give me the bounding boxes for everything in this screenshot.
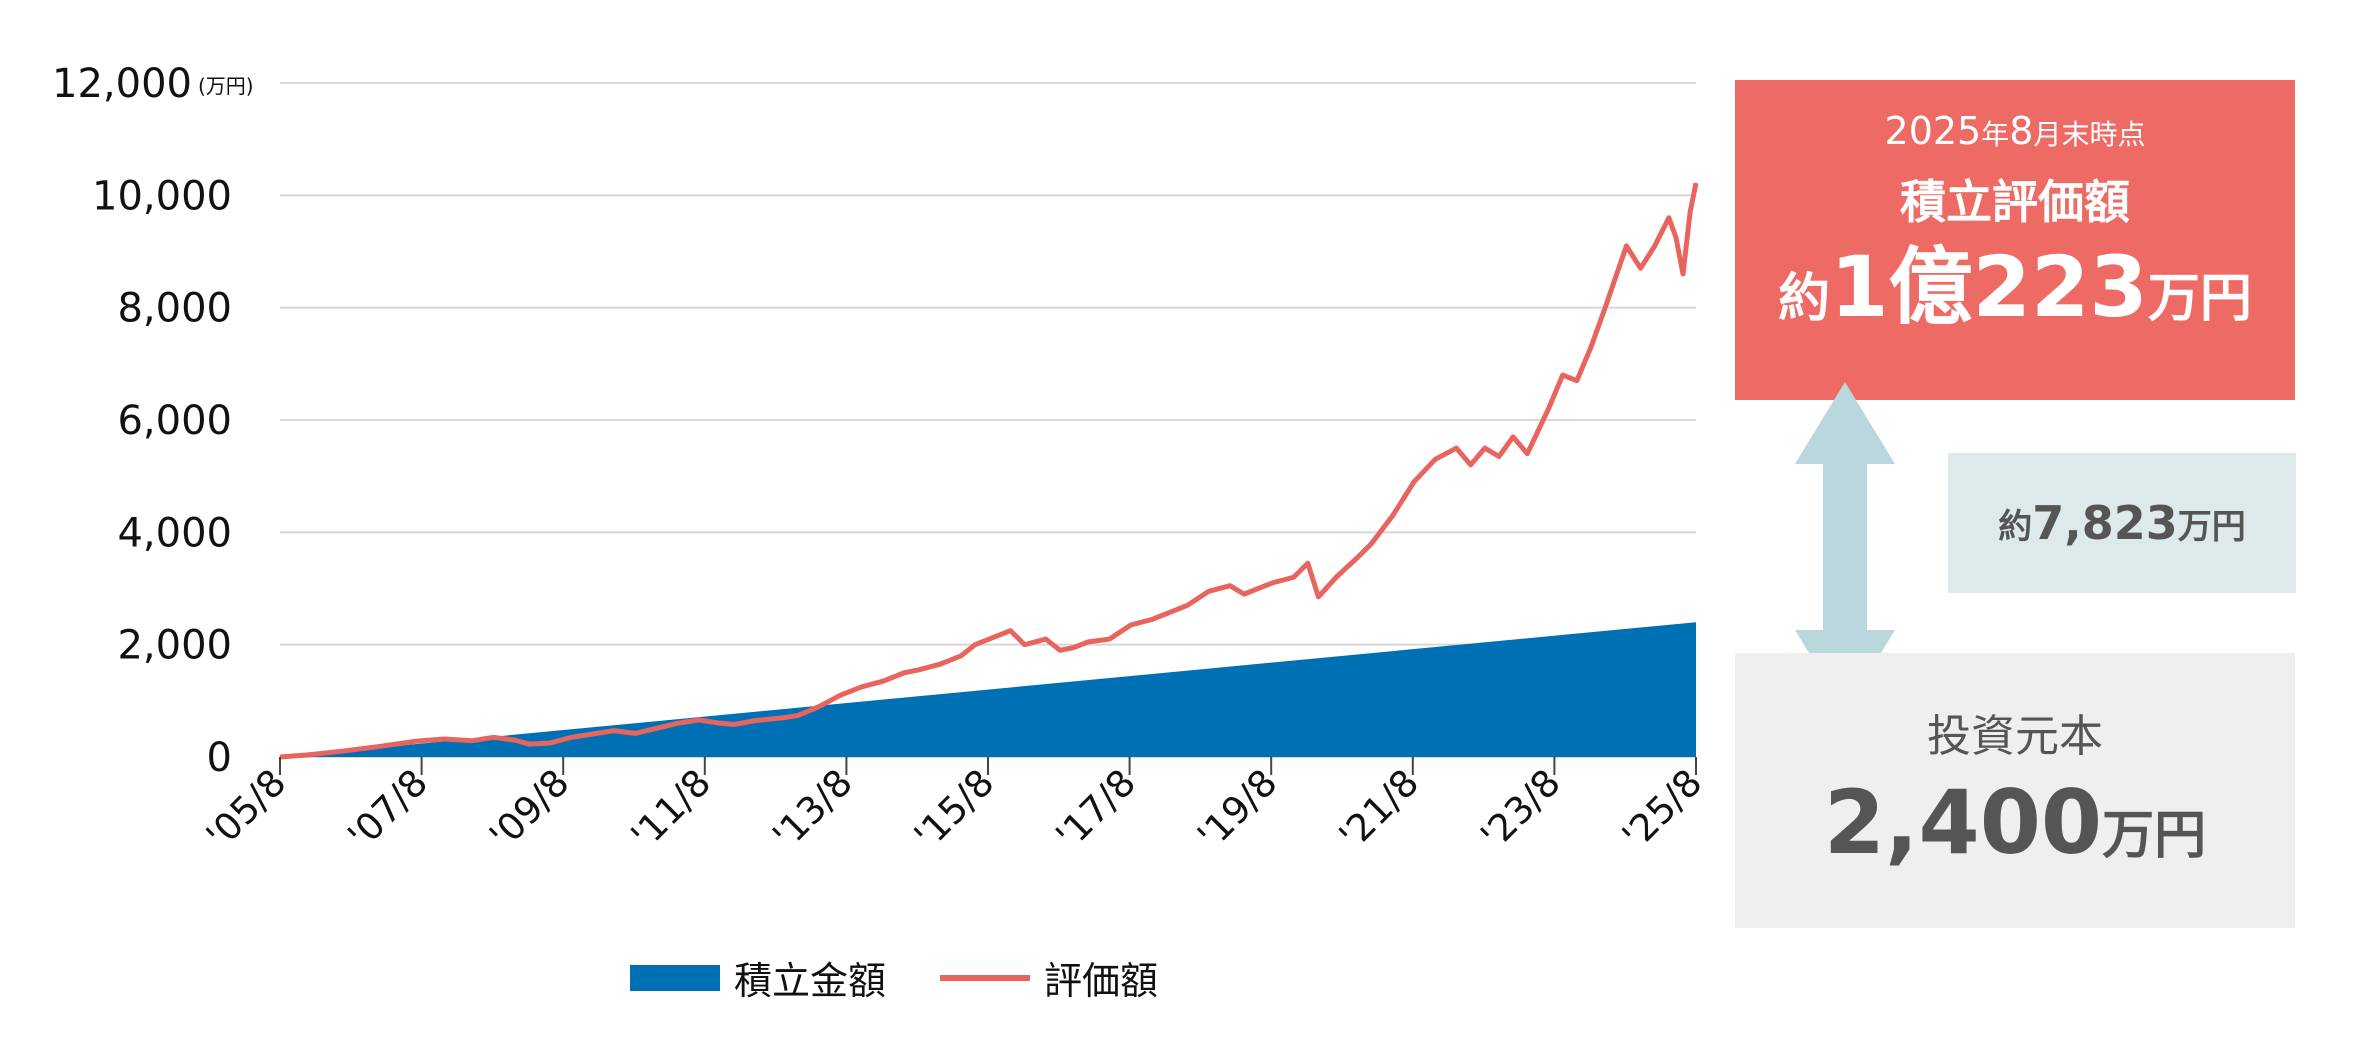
y-axis-ticks: 0 2,000 4,000 6,000 8,000 10,000 12,000 [52,61,232,781]
x-axis-ticks: '05/8'07/8'09/8'11/8'13/8'15/8'17/8'19/8… [198,757,1710,857]
y-tick-label: 8,000 [117,286,232,332]
x-tick-label: '11/8 [623,761,719,857]
principal-box: 投資元本 2,400万円 [1735,653,2295,928]
x-tick-label: '09/8 [481,761,577,857]
x-tick-label: '15/8 [906,761,1002,857]
y-tick-label: 0 [207,735,232,781]
x-tick-label: '07/8 [340,761,436,857]
legend: 積立金額 評価額 [630,950,1158,1005]
y-tick-label: 6,000 [117,398,232,444]
difference-box: 約 7,823 万円 [1948,453,2296,593]
series-line-hyoka [279,182,1699,760]
legend-line-label: 評価額 [1044,959,1159,1003]
y-tick-label: 10,000 [92,173,232,219]
valuation-title: 積立評価額 [1900,175,2130,229]
chart-svg: 0 2,000 4,000 6,000 8,000 10,000 12,000 (万円) '… [52,61,1710,857]
x-tick-label: '25/8 [1614,761,1710,857]
series-area-tsumitate [280,622,1696,757]
as-of-date: 2025年8月末時点 [1884,109,2146,153]
y-axis-unit: (万円) [198,74,254,98]
double-arrow-icon [1795,382,1895,712]
valuation-amount: 約1億223万円 [1778,238,2252,336]
principal-title: 投資元本 [1927,711,2103,762]
x-tick-label: '23/8 [1472,761,1568,857]
principal-amount: 2,400万円 [1823,771,2207,874]
y-tick-label: 4,000 [117,510,232,556]
x-tick-label: '19/8 [1189,761,1285,857]
legend-area-swatch [630,964,720,991]
valuation-summary-box: 2025年8月末時点 積立評価額 約1億223万円 [1735,80,2295,400]
legend-area-label: 積立金額 [734,959,887,1003]
y-tick-label: 12,000 [52,61,192,107]
y-tick-label: 2,000 [117,623,232,669]
legend-line-swatch [940,974,1031,981]
x-tick-label: '13/8 [764,761,860,857]
grid-lines [280,82,1696,758]
x-tick-label: '17/8 [1048,761,1144,857]
x-tick-label: '21/8 [1331,761,1427,857]
